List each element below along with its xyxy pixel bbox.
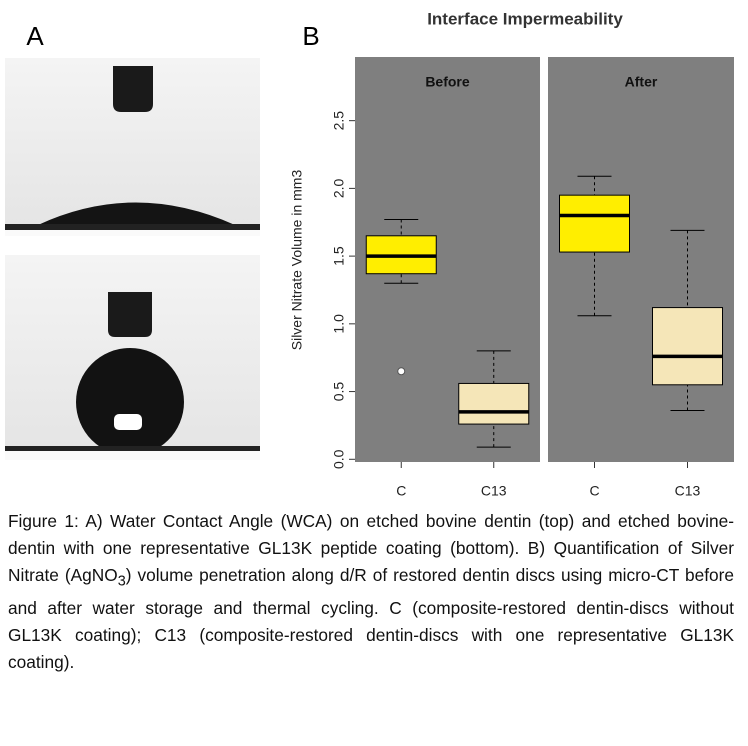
- panel-label: B: [302, 21, 319, 51]
- photo-bottom: [5, 255, 260, 460]
- y-tick-label: 1.5: [331, 246, 347, 266]
- panel-label: A: [26, 21, 44, 51]
- caption-subscript: 3: [117, 573, 126, 590]
- x-tick-label: C: [589, 483, 599, 499]
- panel-background: [548, 57, 734, 462]
- x-tick-label: C: [396, 483, 406, 499]
- x-tick-label: C13: [481, 483, 507, 499]
- box: [652, 307, 723, 386]
- y-tick-label: 0.0: [331, 449, 347, 469]
- figure: A B Interface Impermeability Silver Nitr…: [5, 9, 734, 499]
- caption-text: Figure 1: A) Water Contact Angle (WCA) o…: [8, 511, 734, 585]
- strip-label: Before: [425, 74, 470, 90]
- photo-top: [5, 58, 260, 236]
- x-tick-label: C13: [675, 483, 701, 499]
- strip-label: After: [625, 74, 658, 90]
- y-tick-label: 2.5: [331, 111, 347, 131]
- caption: Figure 1: A) Water Contact Angle (WCA) o…: [8, 508, 734, 676]
- y-tick-label: 1.0: [331, 314, 347, 334]
- box: [458, 382, 530, 425]
- caption-text: ) volume penetration along d/R of restor…: [8, 565, 734, 673]
- box: [559, 194, 630, 253]
- y-tick-label: 2.0: [331, 178, 347, 198]
- y-axis-label: Silver Nitrate Volume in mm3: [289, 170, 305, 351]
- y-tick-label: 0.5: [331, 382, 347, 402]
- chart-title: Interface Impermeability: [427, 9, 623, 28]
- outlier: [397, 367, 406, 376]
